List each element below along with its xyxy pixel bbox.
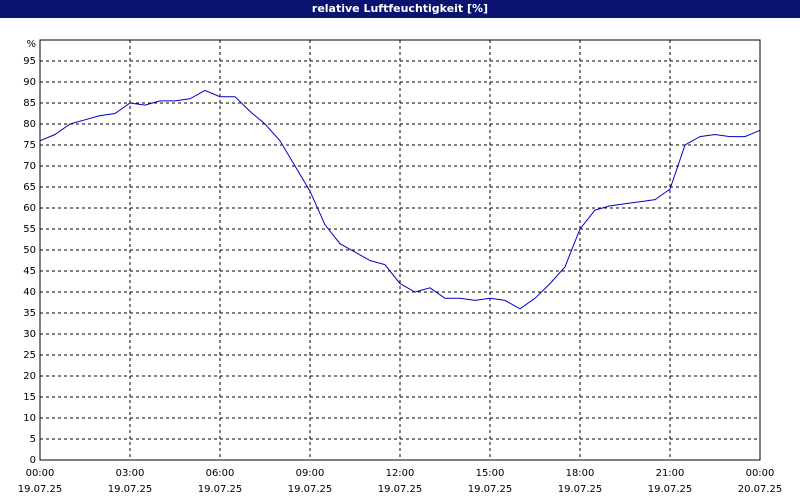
y-tick-label: 80 [23,119,36,130]
y-tick-label: 75 [23,140,36,151]
x-tick-label: 03:00 [116,468,145,479]
x-tick-label: 15:00 [476,468,505,479]
y-tick-label: 70 [23,161,36,172]
y-tick-label: 90 [23,77,36,88]
y-tick-label: 45 [23,266,36,277]
x-tick-date: 19.07.25 [558,484,603,495]
y-tick-label: 35 [23,308,36,319]
x-tick-date: 19.07.25 [198,484,243,495]
y-tick-label: 25 [23,350,36,361]
x-tick-label: 18:00 [566,468,595,479]
x-tick-label: 00:00 [746,468,775,479]
y-tick-label: 5 [30,434,36,445]
y-tick-label: 0 [30,455,36,466]
y-tick-label: 15 [23,392,36,403]
y-tick-label: 85 [23,98,36,109]
x-tick-label: 12:00 [386,468,415,479]
x-tick-date: 19.07.25 [378,484,423,495]
y-tick-label: 65 [23,182,36,193]
y-tick-label: 20 [23,371,36,382]
y-tick-label: 30 [23,329,36,340]
x-tick-label: 06:00 [206,468,235,479]
data-line [39,89,761,310]
x-tick-date: 19.07.25 [288,484,333,495]
y-tick-label: 10 [23,413,36,424]
y-tick-label: 55 [23,224,36,235]
y-tick-label: 40 [23,287,36,298]
y-axis-label: % [26,39,36,50]
chart-title: relative Luftfeuchtigkeit [%] [312,2,488,15]
y-tick-label: 60 [23,203,36,214]
x-tick-date: 19.07.25 [648,484,693,495]
y-tick-label: 50 [23,245,36,256]
x-tick-date: 20.07.25 [738,484,783,495]
x-tick-label: 09:00 [296,468,325,479]
x-tick-date: 19.07.25 [468,484,513,495]
x-tick-date: 19.07.25 [18,484,63,495]
y-tick-label: 95 [23,56,36,67]
x-tick-label: 00:00 [26,468,55,479]
x-tick-date: 19.07.25 [108,484,153,495]
x-tick-label: 21:00 [656,468,685,479]
title-bar [0,0,800,18]
